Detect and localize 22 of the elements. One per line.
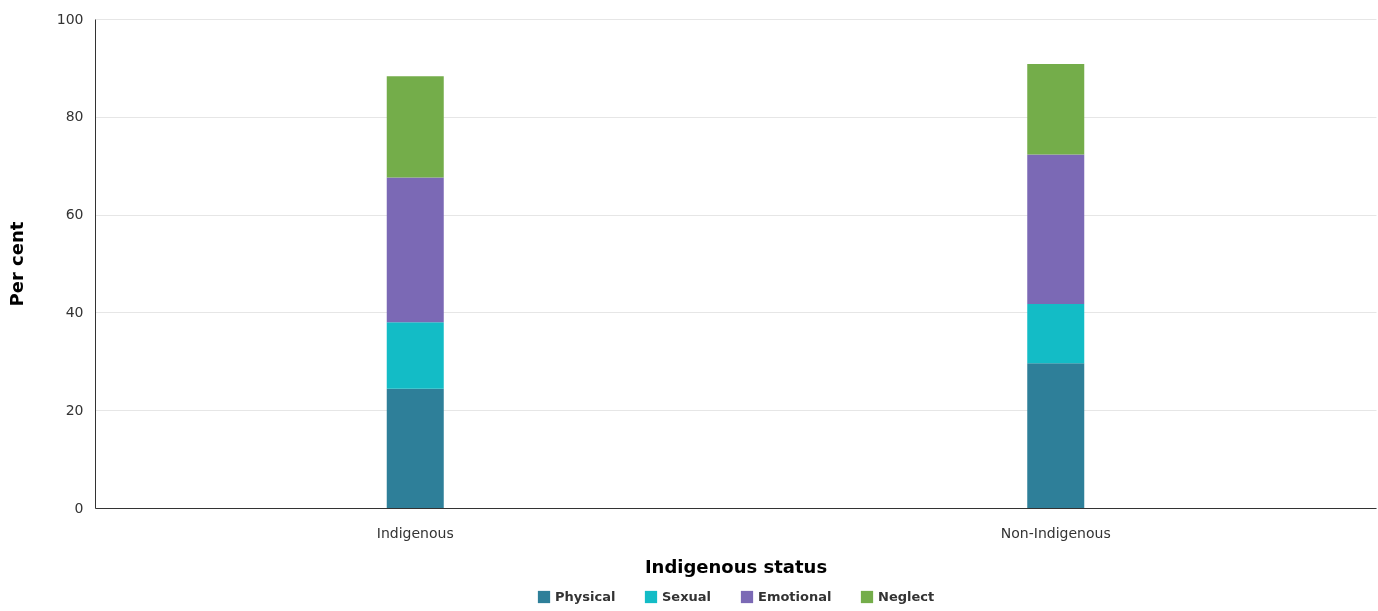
legend-label: Emotional	[758, 589, 832, 604]
bar	[386, 388, 444, 508]
y-tick-label: 80	[65, 108, 84, 125]
bar	[1027, 363, 1085, 508]
y-tick-label: 0	[74, 499, 84, 516]
x-tick-label: Non-Indigenous	[1000, 524, 1111, 541]
legend-label: Sexual	[662, 589, 712, 604]
bar	[1027, 63, 1085, 155]
x-axis-title: Indigenous status	[644, 555, 828, 577]
x-tick-label: Indigenous	[376, 524, 454, 541]
bar	[1027, 154, 1085, 305]
legend-label: Neglect	[878, 589, 935, 604]
legend-label: Physical	[555, 589, 616, 604]
bar	[1027, 304, 1085, 364]
y-tick-label: 100	[56, 10, 84, 27]
y-tick-label: 40	[65, 303, 84, 320]
y-tick-label: 20	[65, 401, 84, 418]
y-axis-title: Per cent	[5, 221, 27, 307]
bar	[386, 177, 444, 323]
bar	[386, 76, 444, 178]
bar	[386, 322, 444, 389]
y-tick-label: 60	[65, 206, 84, 223]
